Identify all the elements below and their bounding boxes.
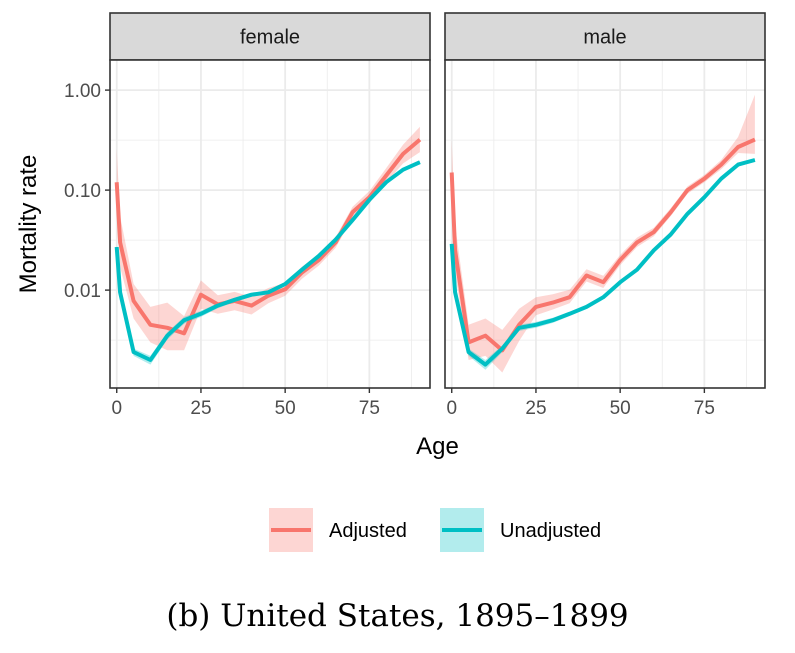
x-tick-label: 75: [359, 398, 380, 419]
panel-border: [109, 59, 431, 389]
x-tick-label: 25: [525, 398, 546, 419]
y-tick-label: 0.01: [64, 281, 101, 302]
x-axis-title: Age: [416, 433, 459, 460]
x-tick-label: 25: [190, 398, 211, 419]
facet-strip-female: [109, 12, 431, 61]
x-tick-label: 75: [694, 398, 715, 419]
series-line-unadjusted: [114, 160, 421, 362]
facet-label-male: male: [583, 27, 626, 49]
x-tick-label: 50: [275, 398, 296, 419]
facet-panel-male: male 0 25 50 75: [444, 12, 766, 419]
x-tick-label: 0: [111, 398, 122, 419]
series-line-adjusted: [114, 138, 422, 336]
plot-data: [114, 126, 422, 365]
plot-background: [110, 60, 430, 388]
facet-panel-female: female 0 25 50 75 0.01 0.10 1.00: [64, 12, 431, 419]
confidence-band-adjusted: [451, 94, 755, 373]
legend-label-adjusted: Adjusted: [329, 520, 407, 542]
legend-item-unadjusted: Unadjusted: [440, 508, 601, 552]
y-tick-label: 1.00: [64, 81, 101, 102]
series-line-unadjusted: [449, 158, 756, 367]
confidence-band-adjusted: [116, 126, 420, 351]
panel-border: [444, 59, 766, 389]
plot-background: [445, 60, 765, 388]
facet-label-female: female: [240, 27, 300, 49]
figure-caption: (b) United States, 1895–1899: [166, 598, 629, 634]
y-tick-label: 0.10: [64, 181, 101, 202]
legend-label-unadjusted: Unadjusted: [500, 520, 601, 542]
x-tick-label: 0: [446, 398, 457, 419]
legend-item-adjusted: Adjusted: [269, 508, 407, 552]
x-tick-label: 50: [610, 398, 631, 419]
series-line-adjusted: [449, 137, 756, 353]
legend: Adjusted Unadjusted: [269, 508, 601, 552]
y-axis-title: Mortality rate: [15, 155, 42, 294]
plot-data: [449, 94, 756, 373]
facet-strip-male: [444, 12, 766, 61]
